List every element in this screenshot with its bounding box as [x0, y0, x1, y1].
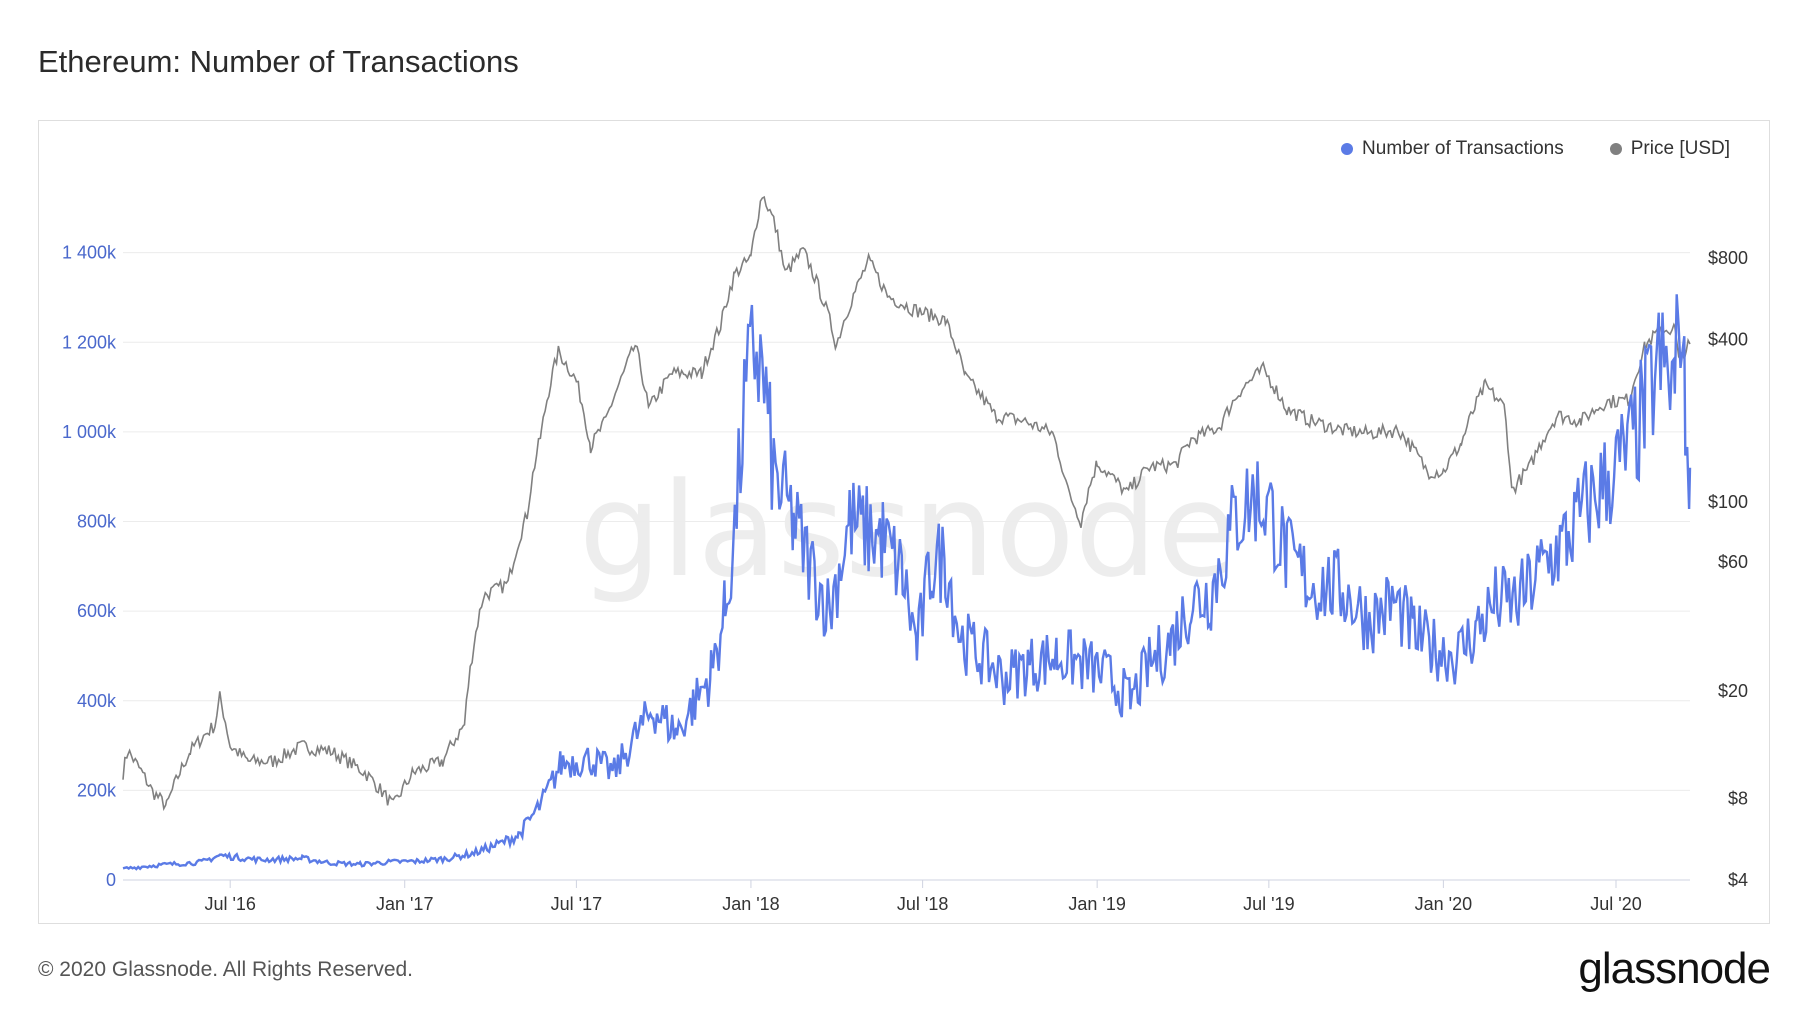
x-tick-label: Jul '19: [1243, 894, 1294, 914]
left-tick-label: 0: [106, 870, 116, 890]
left-tick-label: 200k: [77, 780, 117, 800]
legend-item-transactions[interactable]: Number of Transactions: [1341, 138, 1564, 160]
left-tick-label: 1 400k: [62, 243, 117, 263]
legend-label-transactions: Number of Transactions: [1362, 138, 1564, 159]
right-tick-label: $8: [1728, 789, 1748, 809]
series-layer: [122, 195, 1692, 871]
x-tick-label: Jan '20: [1415, 894, 1472, 914]
right-tick-label: $400: [1708, 330, 1748, 350]
right-tick-label: $4: [1728, 870, 1748, 890]
right-tick-label: $20: [1718, 681, 1748, 701]
right-tick-label: $60: [1718, 552, 1748, 572]
legend-dot-transactions: [1341, 143, 1354, 155]
x-tick-label: Jan '17: [376, 894, 433, 914]
left-tick-label: 600k: [77, 601, 117, 621]
legend-item-price[interactable]: Price [USD]: [1609, 138, 1730, 160]
legend-dot-price: [1609, 143, 1622, 155]
x-axis: Jul '16 Jan '17 Jul '17 Jan '18 Jul '18 Jan '…: [123, 879, 1690, 914]
left-axis: 0 200k 400k 600k 800k 1 000k 1 200k 1 400k: [62, 243, 117, 890]
x-tick-label: Jan '18: [722, 894, 779, 914]
legend-label-price: Price [USD]: [1630, 138, 1730, 159]
series-line-transactions: [122, 294, 1692, 871]
chart-legend: Number of Transactions Price [USD]: [1341, 138, 1730, 160]
brand-logo[interactable]: glassnode: [1578, 944, 1771, 993]
x-tick-label: Jan '19: [1068, 894, 1125, 914]
right-tick-label: $100: [1708, 492, 1748, 512]
left-tick-label: 800k: [77, 512, 117, 532]
x-tick-label: Jul '18: [897, 894, 948, 914]
left-tick-label: 1 200k: [62, 332, 117, 352]
left-tick-label: 400k: [77, 691, 117, 711]
left-tick-label: 1 000k: [62, 422, 117, 442]
right-axis: $4 $8 $20 $60 $100 $400 $800: [1708, 248, 1748, 890]
x-tick-label: Jul '17: [551, 894, 602, 914]
copyright: © 2020 Glassnode. All Rights Reserved.: [38, 958, 414, 981]
x-tick-label: Jul '16: [204, 894, 255, 914]
right-tick-label: $800: [1708, 248, 1748, 268]
series-line-price: [122, 195, 1691, 812]
page-title: Ethereum: Number of Transactions: [38, 44, 519, 79]
x-tick-label: Jul '20: [1590, 894, 1641, 914]
